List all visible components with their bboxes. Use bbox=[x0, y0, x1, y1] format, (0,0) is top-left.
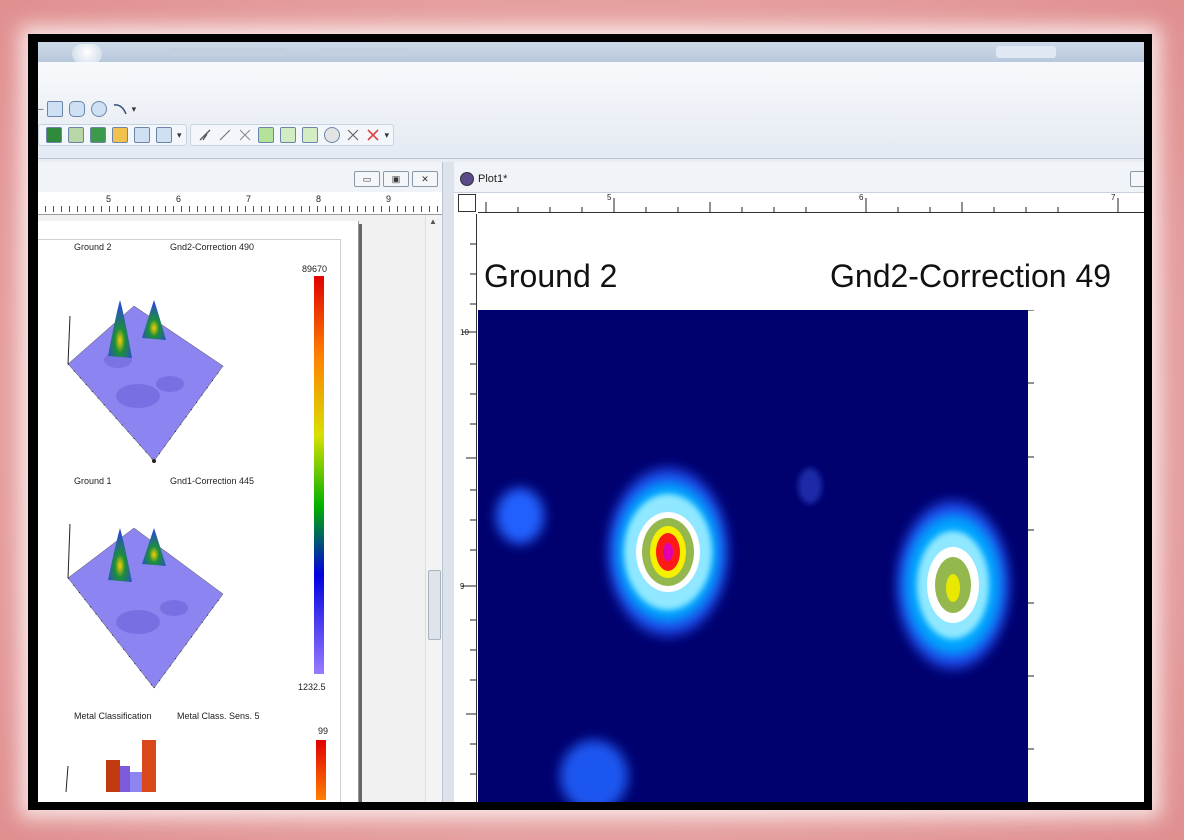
application-window: – ▾ ▾ bbox=[38, 42, 1144, 802]
window-controls[interactable] bbox=[996, 46, 1056, 58]
curve-tool-icon[interactable] bbox=[113, 102, 127, 116]
preview-pane-header: ▭ ▣ ✕ bbox=[38, 162, 442, 193]
3d-wireframe-icon[interactable] bbox=[68, 127, 84, 143]
line-icon[interactable] bbox=[218, 128, 232, 142]
preview-page: Ground 2 Gnd2-Correction 490 89670 bbox=[38, 221, 359, 802]
colorbar-max-label: 89670 bbox=[302, 264, 328, 274]
colorbar bbox=[314, 276, 324, 674]
paste-icon[interactable] bbox=[279, 127, 296, 143]
gear-icon[interactable] bbox=[323, 127, 340, 143]
cross-line-icon[interactable] bbox=[238, 128, 252, 142]
scissors-icon[interactable] bbox=[346, 128, 360, 142]
ground2-correction: Gnd2-Correction 490 bbox=[170, 242, 255, 252]
rectangle-tool-icon[interactable] bbox=[46, 101, 63, 117]
toolbar-overflow-icon[interactable]: ▾ bbox=[384, 129, 390, 140]
metal-classification-3d-bars bbox=[65, 740, 156, 793]
page-content: Ground 2 Gnd2-Correction 490 89670 bbox=[38, 239, 341, 802]
intensity-image-plot bbox=[478, 310, 1034, 802]
overlay-plot-icon[interactable] bbox=[134, 127, 150, 143]
ruler-tick-label: 6 bbox=[859, 193, 864, 202]
image-plot-icon[interactable] bbox=[46, 127, 62, 143]
colorbar-min-label: 1232.5 bbox=[298, 682, 326, 692]
toolbar-overflow-icon[interactable]: ▾ bbox=[177, 129, 182, 140]
rounded-rectangle-tool-icon[interactable] bbox=[68, 101, 85, 117]
ruler-tick-label: 9 bbox=[386, 194, 392, 204]
plot-title-right: Gnd2-Correction 49 bbox=[830, 258, 1112, 294]
title-bar bbox=[38, 42, 1144, 64]
plot-tab-header: Plot1* bbox=[454, 162, 1144, 193]
metal-class-sens-label: Metal Class. Sens. 5 bbox=[177, 711, 260, 721]
scroll-up-icon[interactable]: ▲ bbox=[429, 217, 437, 226]
ruler-corner bbox=[458, 194, 476, 212]
metal-classification-title: Metal Classification bbox=[74, 711, 152, 721]
delete-icon[interactable] bbox=[366, 128, 380, 142]
close-button[interactable]: ✕ bbox=[412, 171, 438, 187]
preview-vertical-scrollbar[interactable]: ▲ bbox=[425, 215, 442, 802]
app-menu-orb[interactable] bbox=[72, 44, 102, 64]
plot-horizontal-ruler: 5 6 7 bbox=[478, 193, 1144, 213]
scrollbar-thumb[interactable] bbox=[428, 570, 441, 640]
plot-vertical-ruler: 10 9 bbox=[458, 214, 477, 802]
ruler-tick-label: 7 bbox=[246, 194, 252, 204]
ruler-tick-label: 6 bbox=[176, 194, 182, 204]
plot-document-icon bbox=[460, 172, 474, 186]
ground2-3d-surface bbox=[67, 300, 224, 463]
title-text-blurred-2 bbox=[318, 48, 408, 56]
preview-area: Ground 2 Gnd2-Correction 490 89670 bbox=[38, 215, 442, 802]
plot-window-button[interactable] bbox=[1130, 171, 1144, 187]
duplicate-icon[interactable] bbox=[301, 127, 318, 143]
ribbon-toolbar: – ▾ ▾ bbox=[38, 62, 1144, 159]
plot-window: Plot1* 5 6 7 bbox=[454, 162, 1144, 802]
toolbar-overflow-icon[interactable]: ▾ bbox=[131, 103, 137, 114]
plot-title-left: Ground 2 bbox=[484, 258, 618, 294]
3d-surface-icon[interactable] bbox=[90, 127, 106, 143]
digitize-icon[interactable] bbox=[198, 128, 212, 142]
plot-tools-group: ▾ bbox=[38, 124, 187, 146]
digitize-tools-group: ▾ bbox=[189, 124, 395, 146]
ruler-tick-label: 9 bbox=[460, 582, 465, 591]
ground1-3d-surface bbox=[67, 523, 224, 689]
plot-properties-icon[interactable] bbox=[156, 127, 172, 143]
plot-toolbar: ▾ bbox=[38, 124, 395, 146]
page-preview-pane: ▭ ▣ ✕ 5 6 7 8 9 Ground 2 Gnd2-Correction… bbox=[38, 162, 442, 802]
colorbar-2 bbox=[316, 740, 326, 800]
copy-green-icon[interactable] bbox=[257, 127, 274, 143]
title-text-blurred bbox=[168, 48, 288, 56]
ruler-tick-label: 8 bbox=[316, 194, 322, 204]
shape-toolbar: – ▾ bbox=[38, 98, 136, 120]
maximize-button[interactable]: ▣ bbox=[383, 171, 409, 187]
ground1-correction: Gnd1-Correction 445 bbox=[170, 476, 255, 486]
ruler-tick-label: 7 bbox=[1111, 193, 1116, 202]
colorbar2-max-label: 99 bbox=[318, 726, 329, 736]
ellipse-tool-icon[interactable] bbox=[90, 101, 107, 117]
ruler-tick-label: 5 bbox=[607, 193, 612, 202]
ruler-tick-label: 5 bbox=[106, 194, 112, 204]
plot-tab-title[interactable]: Plot1* bbox=[478, 173, 508, 185]
ruler-tick-label: 10 bbox=[460, 328, 469, 337]
axis-scale-icon[interactable] bbox=[112, 127, 128, 143]
minimize-button[interactable]: ▭ bbox=[354, 171, 380, 187]
ground2-title: Ground 2 bbox=[74, 242, 112, 252]
preview-horizontal-ruler: 5 6 7 8 9 bbox=[38, 192, 442, 215]
ground1-title: Ground 1 bbox=[74, 476, 112, 486]
